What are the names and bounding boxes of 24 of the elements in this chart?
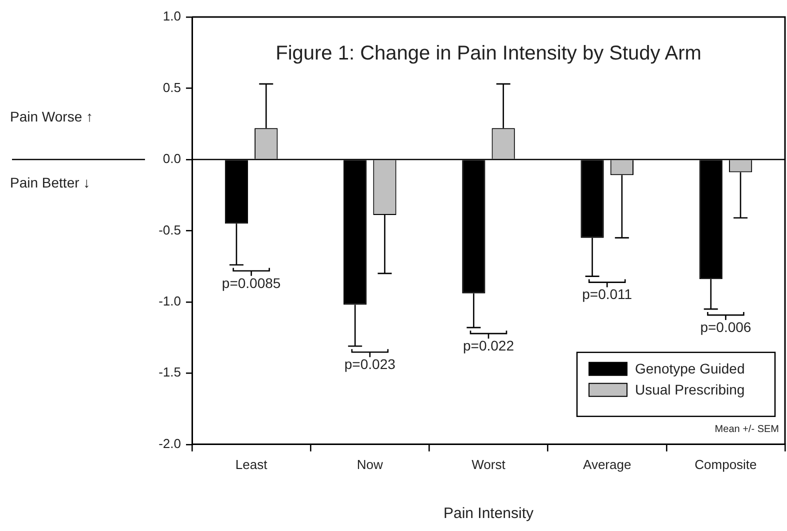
x-tick-label: Composite <box>694 456 757 472</box>
annotation: p=0.022 <box>463 337 514 354</box>
annotation: Mean +/- SEM <box>714 424 779 436</box>
text: Pain Better ↓ <box>10 174 90 190</box>
y-tick-label: -1.5 <box>158 364 181 380</box>
annotation: p=0.0085 <box>222 274 281 291</box>
text: Figure 1: Change in Pain Intensity by Study Arm <box>276 42 702 65</box>
y-tick-label: 0.5 <box>162 80 181 95</box>
x-tick-label: Now <box>356 456 384 472</box>
y-tick-label: -2.0 <box>158 436 181 451</box>
x-tick-label: Least <box>235 456 268 472</box>
legend-label: Usual Prescribing <box>635 381 745 398</box>
x-tick-label: Worst <box>472 456 506 472</box>
x-tick-label: Average <box>583 456 632 472</box>
annotation: p=0.011 <box>582 286 632 302</box>
annotation: p=0.006 <box>700 318 752 335</box>
x-axis-title: Pain Intensity <box>443 505 534 522</box>
legend-label: Genotype Guided <box>635 360 745 376</box>
y-tick-label: 0.0 <box>162 151 181 166</box>
y-tick-label: 1.0 <box>162 8 181 24</box>
text: Pain Worse ↑ <box>10 108 93 124</box>
y-tick-label: -1.0 <box>158 294 181 309</box>
annotation: p=0.023 <box>344 356 396 372</box>
y-tick-label: -0.5 <box>158 222 181 238</box>
